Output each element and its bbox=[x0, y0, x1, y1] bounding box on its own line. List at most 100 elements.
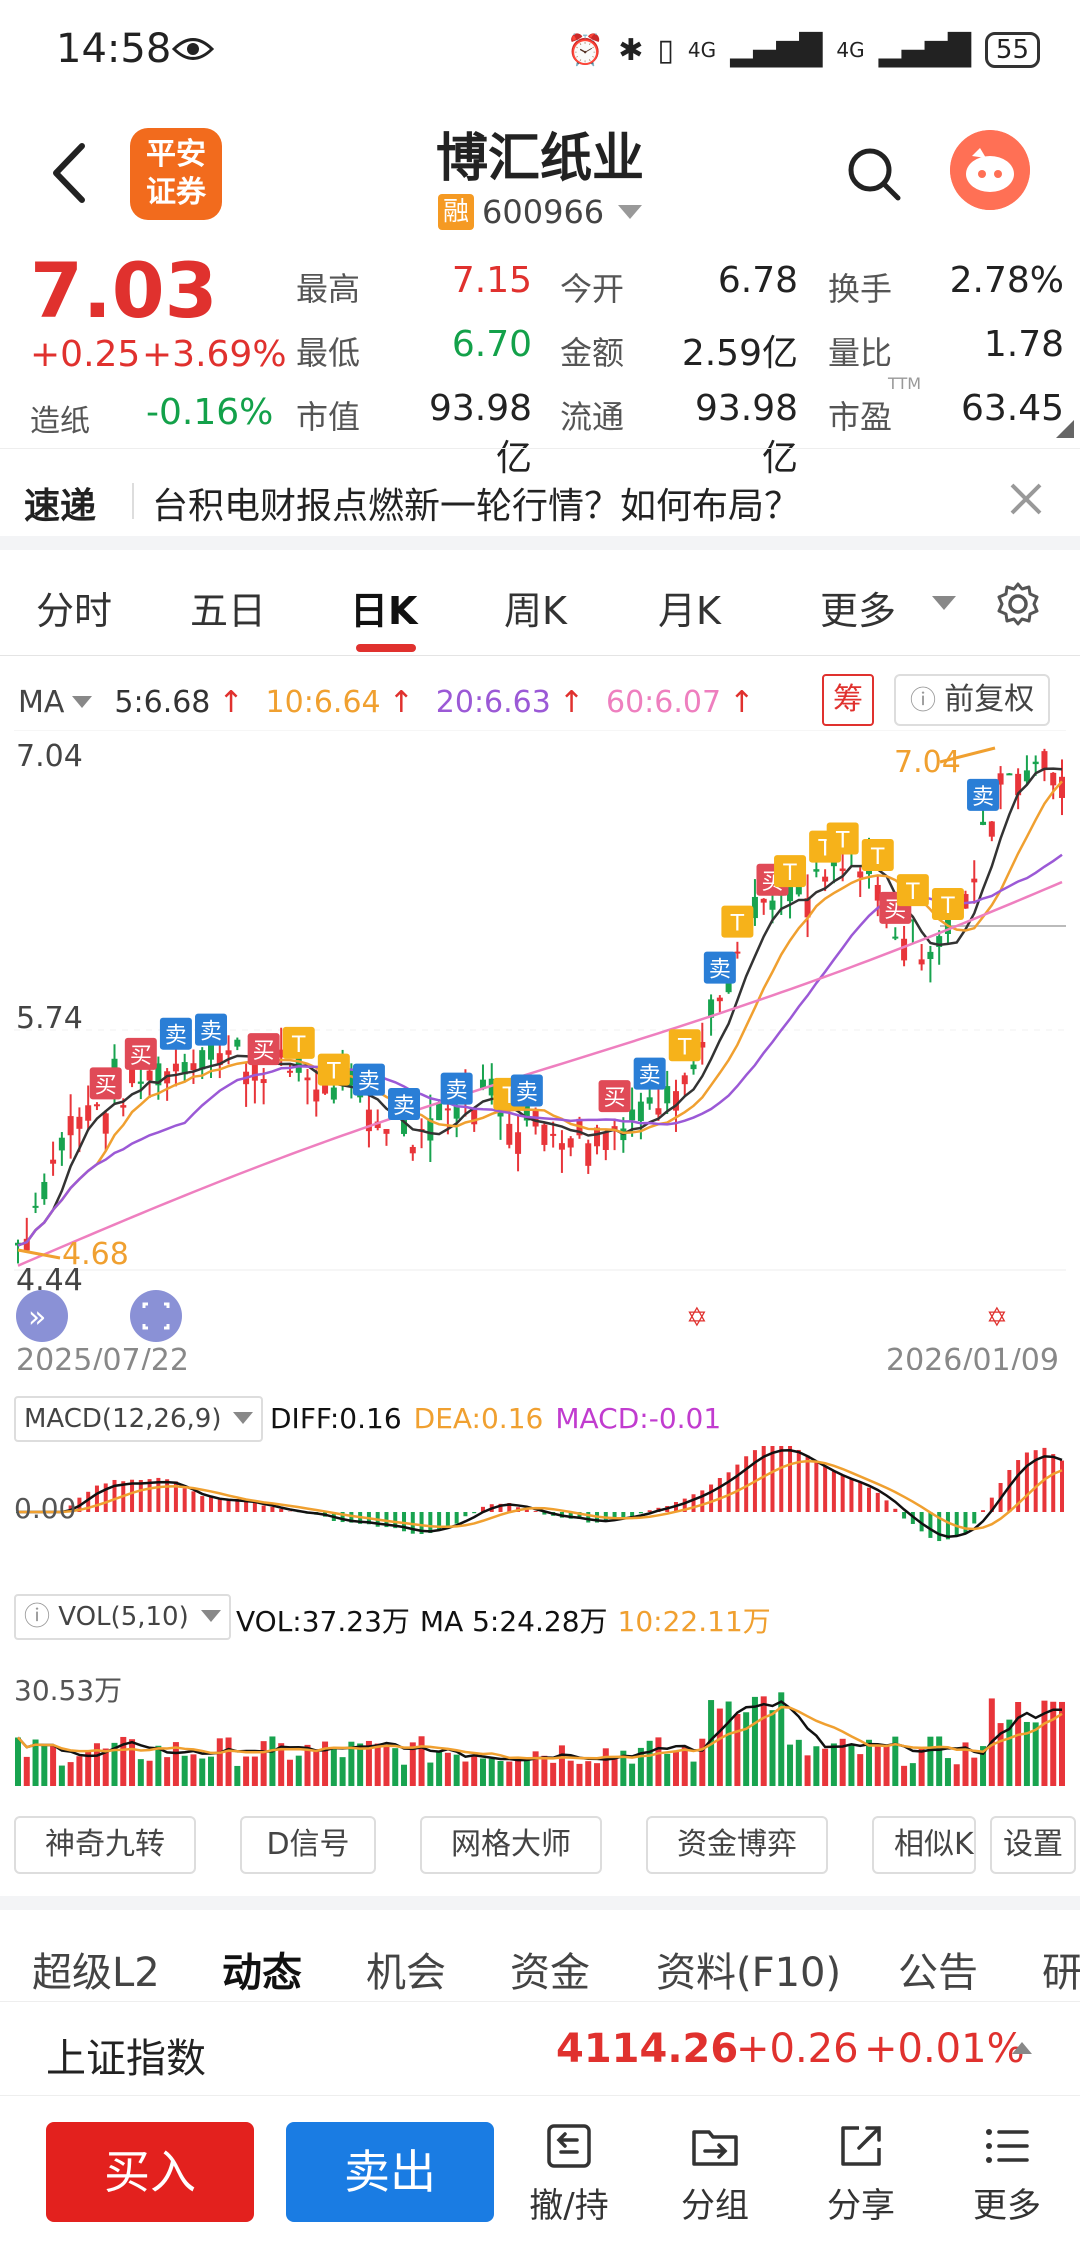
volume-bar bbox=[997, 1723, 1004, 1786]
chevron-up-icon[interactable] bbox=[1012, 2042, 1032, 2054]
tab-funds[interactable]: 资金 bbox=[510, 1950, 590, 1996]
tab-announcements[interactable]: 公告 bbox=[898, 1950, 978, 1996]
event-star-icon[interactable]: ✡ bbox=[986, 1303, 1008, 1333]
expand-quote-icon[interactable] bbox=[1056, 420, 1074, 438]
up-arrow-icon: ↑ bbox=[388, 684, 414, 720]
sell-button[interactable]: 卖出 bbox=[286, 2122, 494, 2222]
chevron-down-icon bbox=[233, 1412, 254, 1424]
candle-body bbox=[988, 821, 995, 837]
tab-research[interactable]: 研 bbox=[1042, 1950, 1080, 1996]
ma5-value: 5:6.68 bbox=[114, 684, 211, 720]
chips-distribution-button[interactable]: 筹 bbox=[822, 674, 874, 726]
expand-left-button[interactable]: » bbox=[16, 1290, 68, 1342]
action-bar: 买入 卖出 撤/持 分组 分享 更多 bbox=[0, 2098, 1080, 2244]
volume-bar bbox=[260, 1741, 267, 1786]
share-button[interactable]: 分享 bbox=[806, 2120, 916, 2227]
tab-f10[interactable]: 资料(F10) bbox=[656, 1950, 842, 1996]
volume-ratio-label: 量比 bbox=[828, 334, 893, 372]
tool-grid-master[interactable]: 网格大师 bbox=[420, 1816, 602, 1874]
cancel-hold-button[interactable]: 撤/持 bbox=[514, 2120, 624, 2227]
volume-bar bbox=[804, 1755, 811, 1786]
tab-more[interactable]: 更多 bbox=[820, 589, 897, 633]
candle-body bbox=[32, 1205, 39, 1208]
adjust-mode-button[interactable]: ⓘ 前复权 bbox=[894, 674, 1051, 726]
stock-code-selector[interactable]: 融 600966 bbox=[438, 192, 643, 232]
tab-weekly-k[interactable]: 周K bbox=[504, 589, 567, 633]
assistant-avatar[interactable] bbox=[950, 130, 1030, 210]
kline-chart[interactable]: 买买卖 卖买 TT 卖卖卖 T 卖买卖T卖T买 TT TT买TT卖 7.04 5.74 4.4… bbox=[0, 730, 1080, 1370]
candle-body bbox=[453, 1105, 460, 1119]
tab-five-day[interactable]: 五日 bbox=[190, 589, 267, 633]
candle-body bbox=[936, 936, 943, 947]
event-star-icon[interactable]: ✡ bbox=[686, 1303, 708, 1333]
volume-bar bbox=[857, 1754, 864, 1786]
volume-bar bbox=[787, 1744, 794, 1786]
volume-bar bbox=[629, 1763, 636, 1786]
index-ticker[interactable]: 上证指数 4114.26 +0.26 +0.01% bbox=[0, 2004, 1080, 2096]
group-button[interactable]: 分组 bbox=[660, 2120, 770, 2227]
chevron-down-icon[interactable] bbox=[72, 696, 93, 708]
tab-monthly-k[interactable]: 月K bbox=[658, 589, 721, 633]
up-arrow-icon: ↑ bbox=[218, 684, 244, 720]
volume-bar bbox=[883, 1744, 890, 1786]
volume-bar bbox=[699, 1738, 706, 1786]
ma-label[interactable]: MA bbox=[18, 684, 65, 720]
buy-button[interactable]: 买入 bbox=[46, 2122, 254, 2222]
high-annotation-line bbox=[939, 746, 996, 764]
vol-indicator-selector[interactable]: ⓘ VOL(5,10) bbox=[14, 1594, 231, 1640]
volume-bar bbox=[339, 1757, 346, 1786]
tab-daily-k[interactable]: 日K bbox=[350, 589, 418, 633]
macd-bar bbox=[498, 1503, 503, 1512]
volume-bar bbox=[655, 1737, 662, 1786]
tab-super-l2[interactable]: 超级L2 bbox=[32, 1950, 160, 1996]
sell-marker-label: 卖 bbox=[446, 1079, 468, 1104]
news-ticker[interactable]: 速递 台积电财报点燃新一轮行情？如何布局？ bbox=[0, 448, 1080, 548]
volume-bar bbox=[181, 1755, 188, 1786]
macd-value: MACD:-0.01 bbox=[555, 1402, 722, 1435]
tool-similar-k[interactable]: 相似K bbox=[872, 1816, 976, 1874]
t-marker-label: T bbox=[870, 845, 885, 870]
macd-bar bbox=[480, 1506, 485, 1512]
volume-bar bbox=[769, 1710, 776, 1786]
tab-intraday[interactable]: 分时 bbox=[36, 589, 113, 633]
sector-change: -0.16% bbox=[146, 392, 274, 433]
x-label-end: 2026/01/09 bbox=[886, 1343, 1059, 1370]
gear-icon[interactable] bbox=[994, 580, 1042, 628]
macd-indicator-selector[interactable]: MACD(12,26,9) bbox=[14, 1396, 264, 1442]
tool-fund-game[interactable]: 资金博弈 bbox=[646, 1816, 828, 1874]
tool-magic-nine[interactable]: 神奇九转 bbox=[14, 1816, 196, 1874]
macd-bar bbox=[147, 1479, 152, 1512]
macd-bar bbox=[630, 1512, 635, 1518]
macd-bar bbox=[638, 1512, 643, 1514]
battery-indicator: 55 bbox=[984, 32, 1040, 68]
more-button[interactable]: 更多 bbox=[952, 2120, 1062, 2227]
candle-body bbox=[199, 1050, 206, 1070]
macd-bar bbox=[788, 1446, 793, 1512]
vol-value: VOL:37.23万 bbox=[236, 1605, 410, 1638]
volume-bar bbox=[32, 1739, 39, 1786]
macd-bar bbox=[647, 1510, 652, 1512]
candle-body bbox=[839, 868, 846, 872]
macd-bar bbox=[945, 1512, 950, 1540]
candle-body bbox=[769, 900, 776, 910]
search-icon[interactable] bbox=[846, 146, 902, 202]
close-icon[interactable] bbox=[1006, 479, 1046, 519]
fullscreen-button[interactable] bbox=[130, 1290, 182, 1342]
macd-bar bbox=[1024, 1452, 1029, 1512]
volume-bar bbox=[980, 1746, 987, 1786]
svg-text:»: » bbox=[28, 1300, 46, 1335]
volume-bar bbox=[567, 1760, 574, 1786]
volume-bar bbox=[488, 1758, 495, 1786]
tool-settings[interactable]: 设置 bbox=[990, 1816, 1076, 1874]
back-button[interactable] bbox=[44, 138, 94, 208]
sector-name[interactable]: 造纸 bbox=[30, 404, 90, 439]
ma60-value: 60:6.07 bbox=[605, 684, 722, 720]
candle-body bbox=[304, 1077, 311, 1081]
news-headline[interactable]: 台积电财报点燃新一轮行情？如何布局？ bbox=[152, 486, 801, 527]
tab-dynamics[interactable]: 动态 bbox=[222, 1950, 302, 1996]
t-marker-label: T bbox=[940, 894, 955, 919]
tool-d-signal[interactable]: D信号 bbox=[240, 1816, 376, 1874]
t-marker bbox=[826, 822, 859, 855]
tab-opportunities[interactable]: 机会 bbox=[366, 1950, 446, 1996]
volume-bar bbox=[1059, 1701, 1065, 1786]
